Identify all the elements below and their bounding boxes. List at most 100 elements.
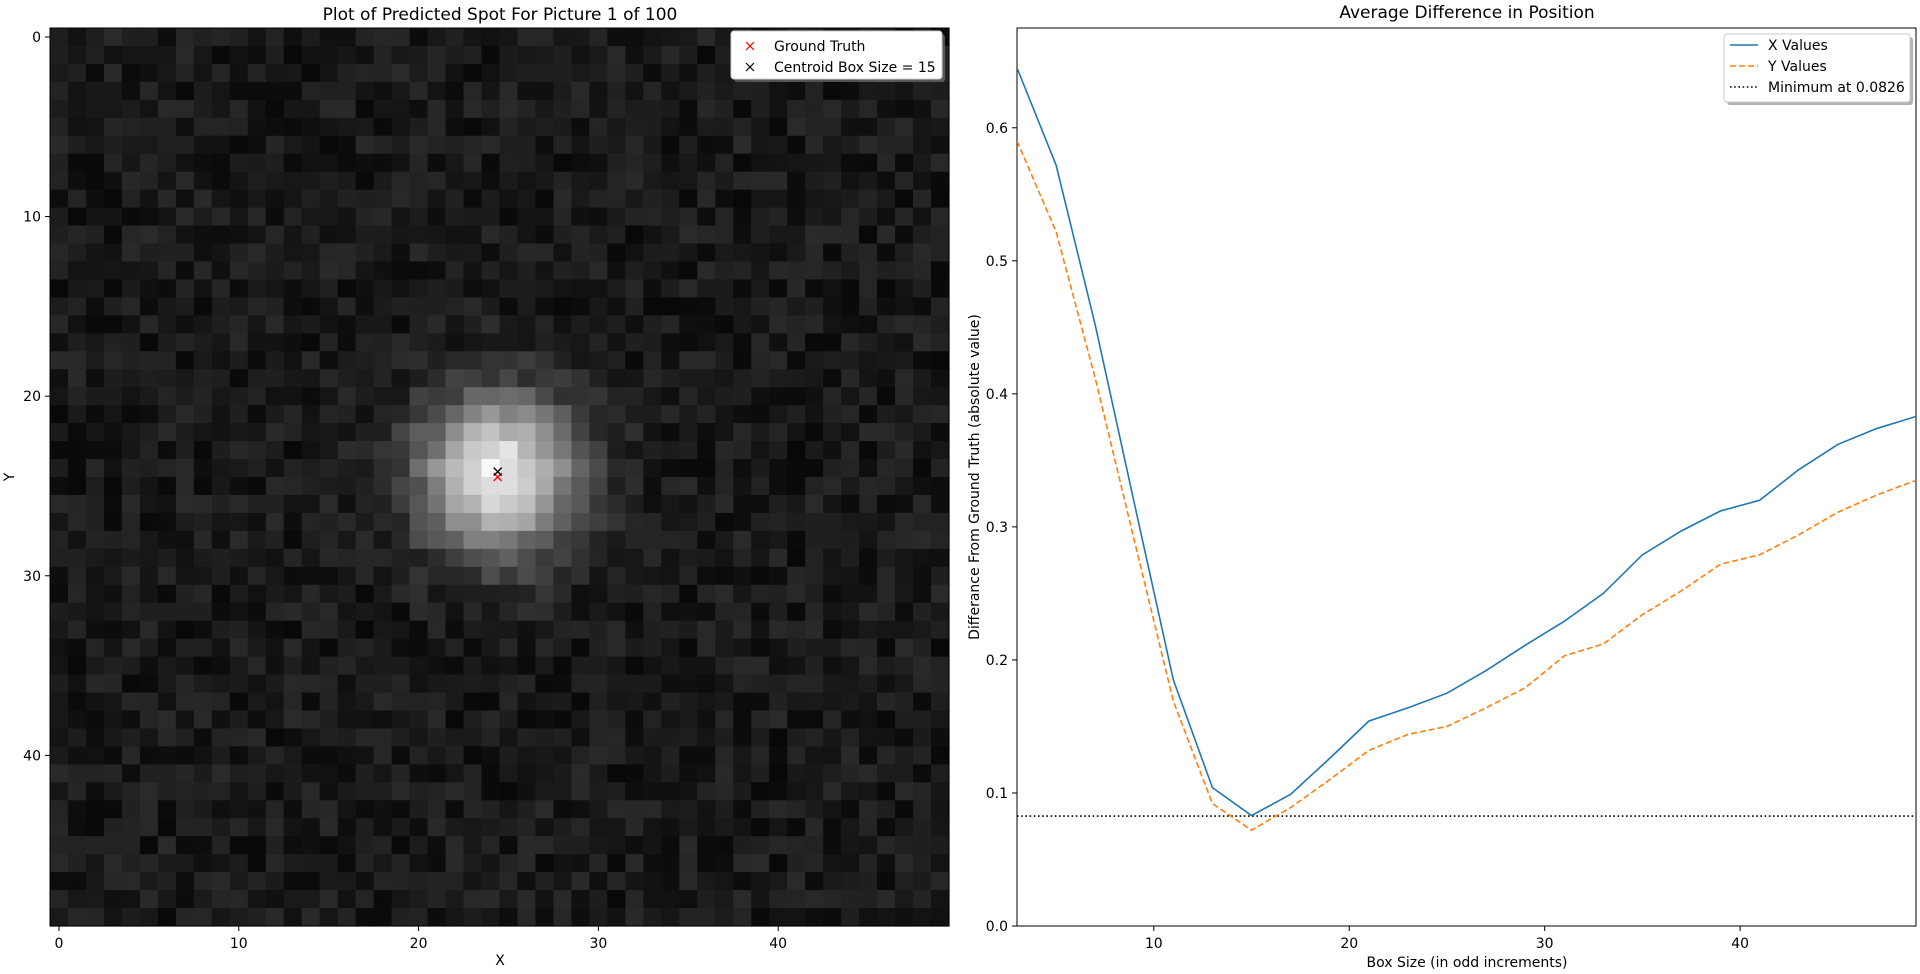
heatmap-cell bbox=[481, 477, 501, 496]
heatmap-cell bbox=[841, 710, 860, 730]
heatmap-cell bbox=[211, 530, 231, 550]
heatmap-cell bbox=[103, 405, 123, 424]
heatmap-cell bbox=[553, 369, 573, 388]
heatmap-cell bbox=[805, 207, 824, 227]
heatmap-cell bbox=[679, 836, 698, 855]
heatmap-cell bbox=[589, 872, 608, 891]
heatmap-cell bbox=[229, 908, 249, 927]
heatmap-cell bbox=[85, 620, 105, 640]
heatmap-cell bbox=[553, 836, 573, 855]
heatmap-cell bbox=[103, 207, 123, 227]
heatmap-cell bbox=[355, 890, 375, 909]
heatmap-cell bbox=[841, 602, 860, 622]
heatmap-legend: Ground Truth Centroid Box Size = 15 bbox=[730, 30, 945, 82]
heatmap-cell bbox=[499, 477, 519, 496]
heatmap-cell bbox=[157, 189, 177, 209]
heatmap-cell bbox=[895, 584, 914, 604]
heatmap-cell bbox=[535, 261, 555, 281]
heatmap-cell bbox=[50, 441, 69, 460]
heatmap-cell bbox=[247, 135, 267, 155]
heatmap-cell bbox=[823, 261, 842, 281]
heatmap-cell bbox=[607, 405, 626, 424]
heatmap-cell bbox=[247, 602, 267, 622]
heatmap-cell bbox=[481, 387, 501, 406]
heatmap-cell bbox=[895, 548, 914, 568]
heatmap-cell bbox=[211, 333, 231, 352]
heatmap-cell bbox=[283, 638, 303, 658]
heatmap-cell bbox=[895, 441, 914, 460]
heatmap-cell bbox=[553, 656, 573, 676]
heatmap-cell bbox=[481, 656, 501, 676]
heatmap-cell bbox=[355, 854, 375, 873]
heatmap-cell bbox=[463, 728, 483, 747]
heatmap-cell bbox=[121, 800, 141, 819]
heatmap-cell bbox=[661, 548, 680, 568]
heatmap-cell bbox=[661, 710, 680, 730]
heatmap-cell bbox=[283, 63, 303, 83]
heatmap-cell bbox=[247, 530, 267, 550]
heatmap-cell bbox=[409, 530, 429, 550]
heatmap-cell bbox=[931, 728, 950, 747]
heatmap-cell bbox=[427, 333, 447, 352]
heatmap-cell bbox=[463, 764, 483, 783]
heatmap-cell bbox=[193, 297, 213, 316]
heatmap-cell bbox=[445, 854, 465, 873]
heatmap-cell bbox=[823, 782, 842, 801]
heatmap-cell bbox=[877, 728, 896, 747]
heatmap-cell bbox=[877, 638, 896, 658]
heatmap-cell bbox=[841, 369, 860, 388]
heatmap-cell bbox=[157, 28, 177, 47]
heatmap-cell bbox=[391, 369, 411, 388]
heatmap-cell bbox=[499, 441, 519, 460]
heatmap-cell bbox=[193, 477, 213, 496]
heatmap-cell bbox=[589, 890, 608, 909]
heatmap-cell bbox=[283, 710, 303, 730]
heatmap-cell bbox=[211, 135, 231, 155]
heatmap-cell bbox=[373, 423, 393, 442]
heatmap-cell bbox=[355, 135, 375, 155]
heatmap-cell bbox=[625, 441, 644, 460]
heatmap-cell bbox=[679, 243, 698, 263]
heatmap-cell bbox=[85, 584, 105, 604]
heatmap-cell bbox=[553, 81, 573, 101]
heatmap-cell bbox=[373, 836, 393, 855]
heatmap-cell bbox=[931, 764, 950, 783]
heatmap-cell bbox=[751, 836, 770, 855]
heatmap-cell bbox=[337, 602, 357, 622]
heatmap-cell bbox=[697, 297, 716, 316]
heatmap-cell bbox=[463, 351, 483, 370]
heatmap-cell bbox=[625, 153, 644, 173]
heatmap-cell bbox=[913, 243, 932, 263]
heatmap-cell bbox=[751, 189, 770, 209]
heatmap-cell bbox=[697, 584, 716, 604]
heatmap-cell bbox=[661, 351, 680, 370]
heatmap-cell bbox=[409, 99, 429, 119]
heatmap-cell bbox=[445, 566, 465, 586]
heatmap-cell bbox=[895, 530, 914, 550]
heatmap-cell bbox=[85, 225, 105, 245]
heatmap-cell bbox=[589, 279, 608, 298]
heatmap-cell bbox=[103, 818, 123, 837]
heatmap-cell bbox=[247, 423, 267, 442]
heatmap-cell bbox=[265, 207, 285, 227]
heatmap-cell bbox=[499, 333, 519, 352]
heatmap-cell bbox=[103, 369, 123, 388]
heatmap-cell bbox=[805, 746, 824, 765]
heatmap-cell bbox=[535, 117, 555, 137]
heatmap-cell bbox=[535, 494, 555, 514]
heatmap-cell bbox=[769, 81, 788, 101]
heatmap-y-tick-label: 10 bbox=[23, 210, 41, 226]
heatmap-cell bbox=[535, 836, 555, 855]
heatmap-cell bbox=[85, 99, 105, 119]
heatmap-cell bbox=[535, 530, 555, 550]
heatmap-cell bbox=[931, 81, 950, 101]
heatmap-cell bbox=[103, 854, 123, 873]
heatmap-cell bbox=[589, 854, 608, 873]
heatmap-cell bbox=[697, 405, 716, 424]
heatmap-cell bbox=[499, 135, 519, 155]
heatmap-cell bbox=[877, 764, 896, 783]
heatmap-cell bbox=[193, 135, 213, 155]
heatmap-cell bbox=[931, 171, 950, 191]
heatmap-cell bbox=[211, 746, 231, 765]
heatmap-cell bbox=[247, 692, 267, 712]
